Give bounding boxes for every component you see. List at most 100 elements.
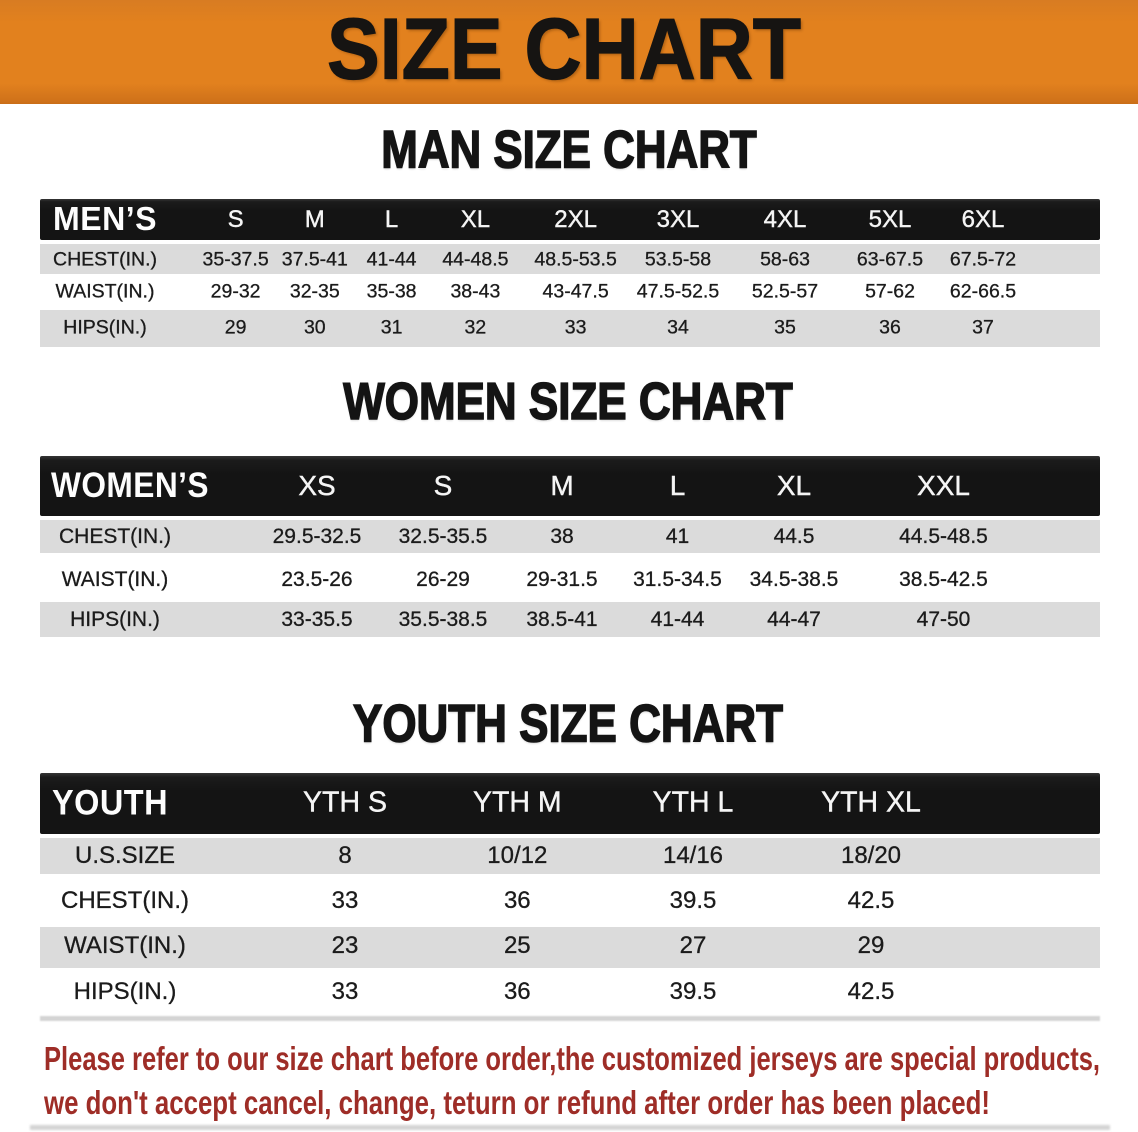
men-row-band <box>40 243 1100 274</box>
men-size-header: 2XL <box>554 205 597 233</box>
men-table-cell: 30 <box>303 316 326 338</box>
youth-size-header: YTH L <box>652 786 734 818</box>
notice-line-1: Please refer to our size chart before or… <box>44 1039 1101 1077</box>
men-table-cell: 44-48.5 <box>442 248 509 270</box>
youth-row-label: U.S.SIZE <box>74 842 176 869</box>
women-size-header: S <box>433 469 453 501</box>
women-size-header: XL <box>776 469 812 501</box>
men-size-header: 4XL <box>763 205 807 233</box>
women-size-header: L <box>669 469 686 501</box>
women-table-title: WOMEN’S <box>51 466 210 505</box>
women-table-cell: 47-50 <box>916 607 971 631</box>
banner <box>0 0 1138 104</box>
women-row-label: CHEST(IN.) <box>59 524 171 548</box>
women-table-cell: 44-47 <box>767 607 821 631</box>
women-size-header: XXL <box>917 469 970 501</box>
women-table-cell: 38 <box>550 524 574 548</box>
men-table-cell: 31 <box>380 316 403 338</box>
men-table-cell: 58-63 <box>760 248 810 270</box>
men-size-header: 5XL <box>868 205 912 233</box>
youth-table-cell: 42.5 <box>847 886 895 914</box>
youth-table-cell: 27 <box>679 932 707 959</box>
women-table-cell: 34.5-38.5 <box>749 567 839 591</box>
banner-title: SIZE CHART <box>326 0 801 97</box>
women-size-header: XS <box>298 469 336 501</box>
men-row-label: WAIST(IN.) <box>55 280 155 303</box>
section-heading: MAN SIZE CHART <box>381 119 758 180</box>
men-size-header: XL <box>460 205 491 233</box>
youth-table-cell: 29 <box>857 932 885 959</box>
women-table-cell: 35.5-38.5 <box>398 607 488 631</box>
youth-table-cell: 18/20 <box>840 842 902 869</box>
youth-row-label: WAIST(IN.) <box>64 932 186 959</box>
men-size-header: M <box>304 205 325 233</box>
footer-rule <box>30 1125 1110 1130</box>
women-table-cell: 41-44 <box>650 607 705 631</box>
youth-table-cell: 25 <box>503 932 531 959</box>
men-table-cell: 37.5-41 <box>281 248 348 270</box>
men-table-cell: 47.5-52.5 <box>636 280 720 303</box>
men-size-header: 3XL <box>656 205 700 233</box>
men-table-cell: 32-35 <box>289 280 340 303</box>
youth-table-cell: 36 <box>503 886 531 914</box>
men-table-cell: 35-37.5 <box>202 248 269 270</box>
men-size-header: L <box>384 205 399 233</box>
women-table-cell: 29-31.5 <box>526 567 598 591</box>
youth-table-cell: 10/12 <box>487 842 548 869</box>
women-table-cell: 23.5-26 <box>281 567 353 591</box>
men-table-cell: 43-47.5 <box>542 280 609 303</box>
youth-table-cell: 8 <box>338 842 352 869</box>
men-row-label: CHEST(IN.) <box>53 248 157 270</box>
youth-table-cell: 42.5 <box>847 977 895 1005</box>
men-table-cell: 32 <box>464 316 487 338</box>
youth-size-header: YTH M <box>472 786 562 818</box>
youth-size-header: YTH XL <box>821 786 921 818</box>
men-table-cell: 62-66.5 <box>949 280 1017 303</box>
youth-table-cell: 33 <box>331 977 359 1005</box>
youth-table-cell: 39.5 <box>669 886 717 914</box>
section-heading: WOMEN SIZE CHART <box>343 372 794 432</box>
women-row-band <box>40 601 1100 637</box>
women-table-cell: 38.5-42.5 <box>899 567 988 591</box>
men-table-cell: 48.5-53.5 <box>534 248 617 270</box>
women-table-header-bar <box>40 456 1100 516</box>
women-table-cell: 38.5-41 <box>526 607 598 631</box>
men-size-header: 6XL <box>961 205 1005 233</box>
men-row-label: HIPS(IN.) <box>63 316 147 338</box>
youth-row-band <box>40 838 1100 874</box>
youth-size-header: YTH S <box>303 786 387 818</box>
men-row-band <box>40 310 1100 347</box>
youth-row-label: HIPS(IN.) <box>73 977 177 1005</box>
youth-table-cell: 23 <box>331 932 359 959</box>
men-table-cell: 34 <box>667 316 689 338</box>
youth-row-label: CHEST(IN.) <box>61 886 189 914</box>
men-table-cell: 67.5-72 <box>949 248 1017 270</box>
notice: Please refer to our size chart before or… <box>44 1040 1138 1078</box>
youth-table-cell: 39.5 <box>669 977 717 1005</box>
women-table-cell: 44.5 <box>773 524 815 548</box>
women-table-cell: 32.5-35.5 <box>398 524 488 548</box>
notice-line-2: we don't accept cancel, change, teturn o… <box>44 1083 991 1121</box>
men-table-cell: 35 <box>774 316 796 338</box>
women-table-cell: 44.5-48.5 <box>899 524 988 548</box>
women-row-label: HIPS(IN.) <box>70 607 160 631</box>
men-table-cell: 33 <box>564 316 587 338</box>
women-row-band <box>40 520 1100 553</box>
men-table-cell: 41-44 <box>366 248 417 270</box>
women-table-cell: 41 <box>665 524 690 548</box>
men-table-cell: 63-67.5 <box>856 248 924 270</box>
men-table-cell: 38-43 <box>450 280 501 303</box>
youth-table-cell: 14/16 <box>662 842 724 869</box>
women-table-cell: 33-35.5 <box>281 607 353 631</box>
youth-table-cell: 33 <box>331 886 359 914</box>
men-table-cell: 35-38 <box>366 280 417 303</box>
men-table-cell: 53.5-58 <box>644 248 712 270</box>
men-size-header: S <box>227 205 244 233</box>
men-table-cell: 36 <box>879 316 901 338</box>
youth-table-title: YOUTH <box>52 782 169 823</box>
men-table-cell: 57-62 <box>865 280 915 303</box>
men-table-cell: 52.5-57 <box>751 280 819 303</box>
notice: we don't accept cancel, change, teturn o… <box>44 1084 1138 1122</box>
bottom-table-rule <box>40 1016 1100 1021</box>
